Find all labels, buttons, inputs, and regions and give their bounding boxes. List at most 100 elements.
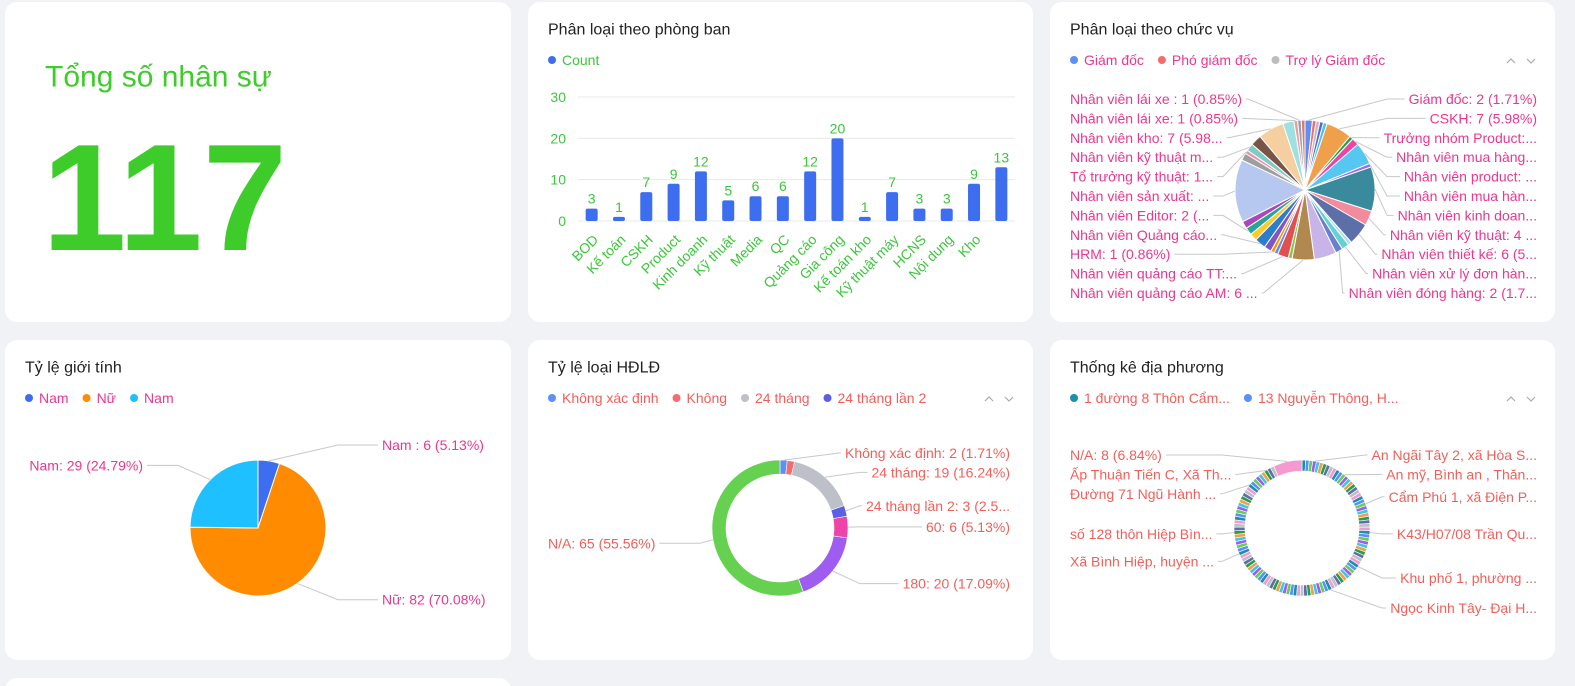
leader-line — [1365, 496, 1385, 505]
slice-label: Nhân viên product: ... — [1404, 169, 1537, 185]
legend-swatch — [741, 394, 750, 402]
donut-slice — [832, 515, 849, 539]
bar — [667, 183, 680, 221]
slice-label: Không xác định: 2 (1.71%) — [845, 445, 1010, 461]
bar — [940, 208, 953, 221]
slice-label: Nhân viên quảng cáo TT:... — [1070, 266, 1237, 282]
slice-label: Nhân viên kỹ thuật: 4 ... — [1390, 227, 1537, 243]
legend-label: Phó giám đốc — [1172, 52, 1258, 68]
legend-swatch — [82, 394, 91, 402]
leader-line — [845, 505, 862, 512]
leader-line — [1241, 255, 1284, 275]
data-label: 12 — [802, 153, 818, 169]
slice-label: Nhân viên kỹ thuật m... — [1070, 149, 1213, 165]
legend-next[interactable] — [1526, 58, 1536, 64]
leader-line — [1368, 217, 1386, 236]
pie-slice — [1234, 159, 1307, 223]
kpi-value: 117 — [42, 113, 287, 283]
data-label: 6 — [779, 178, 787, 194]
bar — [968, 183, 981, 221]
leader-line — [1235, 470, 1266, 475]
pie-slice — [189, 462, 327, 597]
legend-prev[interactable] — [1506, 58, 1516, 64]
legend-prev[interactable] — [984, 396, 994, 402]
legend-label: 24 tháng — [755, 390, 810, 406]
legend-label: Không xác định — [562, 390, 659, 406]
card — [1050, 340, 1555, 660]
data-label: 13 — [994, 149, 1010, 165]
pie-slice — [1300, 119, 1306, 191]
y-tick-label: 10 — [550, 172, 566, 188]
legend-swatch — [130, 394, 139, 402]
slice-label: HRM: 1 (0.86%) — [1070, 246, 1170, 262]
legend-swatch — [1070, 56, 1078, 64]
slice-label: Nhân viên quảng cáo AM: 6 ... — [1070, 285, 1258, 301]
bar — [585, 208, 598, 221]
chart-title: Phân loại theo chức vụ — [1070, 22, 1234, 39]
slice-label: N/A: 65 (55.56%) — [548, 535, 655, 551]
leader-line — [268, 444, 378, 462]
legend-swatch — [1271, 56, 1280, 64]
leader-line — [297, 582, 378, 601]
chart-title: Tỷ lệ giới tính — [25, 360, 122, 377]
legend-label: Không — [687, 390, 727, 406]
leader-line — [783, 452, 841, 461]
slice-label: Tổ trưởng kỹ thuật: 1... — [1070, 169, 1213, 185]
slice-label: Nhân viên sản xuất: ... — [1070, 188, 1209, 204]
slice-label: Nhân viên mua hàng... — [1396, 149, 1537, 165]
y-tick-label: 20 — [550, 130, 566, 146]
slice-label: Nhân viên lái xe : 1 (0.85%) — [1070, 91, 1242, 107]
chart-title: Phân loại theo phòng ban — [548, 22, 730, 39]
card — [528, 2, 1033, 322]
y-tick-label: 30 — [550, 89, 566, 105]
data-label: 3 — [916, 191, 924, 207]
leader-line — [1213, 214, 1249, 232]
legend-next[interactable] — [1004, 396, 1014, 402]
leader-line — [825, 471, 868, 478]
slice-label: Giám đốc: 2 (1.71%) — [1409, 91, 1537, 107]
data-label: 1 — [615, 199, 623, 215]
leader-line — [1370, 164, 1400, 197]
slice-label: Trưởng nhóm Product:... — [1384, 130, 1537, 146]
slice-label: Đường 71 Ngũ Hành ... — [1070, 486, 1216, 502]
slice-label: Cẩm Phú 1, xã Điện P... — [1389, 489, 1537, 505]
slice-label: N/A: 8 (6.84%) — [1070, 447, 1162, 463]
legend-swatch — [548, 394, 556, 402]
bar — [640, 192, 653, 221]
bar — [612, 216, 625, 221]
donut-slice — [711, 459, 804, 597]
slice-label: An Ngãi Tây 2, xã Hòa S... — [1372, 447, 1538, 463]
data-label: 3 — [588, 191, 596, 207]
data-label: 7 — [642, 174, 650, 190]
slice-label: 180: 20 (17.09%) — [903, 576, 1010, 592]
legend-prev[interactable] — [1506, 396, 1516, 402]
legend-label: Count — [562, 52, 599, 68]
slice-label: Khu phố 1, phường ... — [1400, 570, 1537, 586]
leader-line — [1358, 233, 1378, 255]
leader-line — [1374, 188, 1394, 216]
legend-swatch — [548, 56, 556, 64]
legend-next[interactable] — [1526, 396, 1536, 402]
slice-label: 24 tháng lần 2: 3 (2.5... — [866, 498, 1010, 514]
kpi-title: Tổng số nhân sự — [45, 61, 272, 94]
legend-label: 13 Nguyễn Thông, H... — [1258, 390, 1399, 406]
card — [5, 2, 511, 322]
data-label: 3 — [943, 191, 951, 207]
legend-label: Giám đốc — [1084, 52, 1144, 68]
slice-label: Ngọc Kinh Tây- Đại H... — [1390, 600, 1537, 616]
bar — [749, 196, 762, 221]
bar — [776, 196, 789, 221]
donut-slice — [1233, 526, 1246, 532]
slice-label: Nhân viên kinh doan... — [1398, 207, 1537, 223]
leader-line — [1330, 589, 1387, 609]
chart-title: Thống kê địa phương — [1070, 360, 1224, 377]
leader-line — [1217, 553, 1240, 562]
leader-line — [1345, 246, 1369, 275]
data-label: 20 — [830, 120, 846, 136]
slice-label: Nhân viên Quảng cáo... — [1070, 227, 1217, 243]
leader-line — [1221, 234, 1261, 245]
legend-label: Nam — [39, 390, 69, 406]
leader-line — [1217, 146, 1250, 158]
slice-label: 60: 6 (5.13%) — [926, 519, 1010, 535]
